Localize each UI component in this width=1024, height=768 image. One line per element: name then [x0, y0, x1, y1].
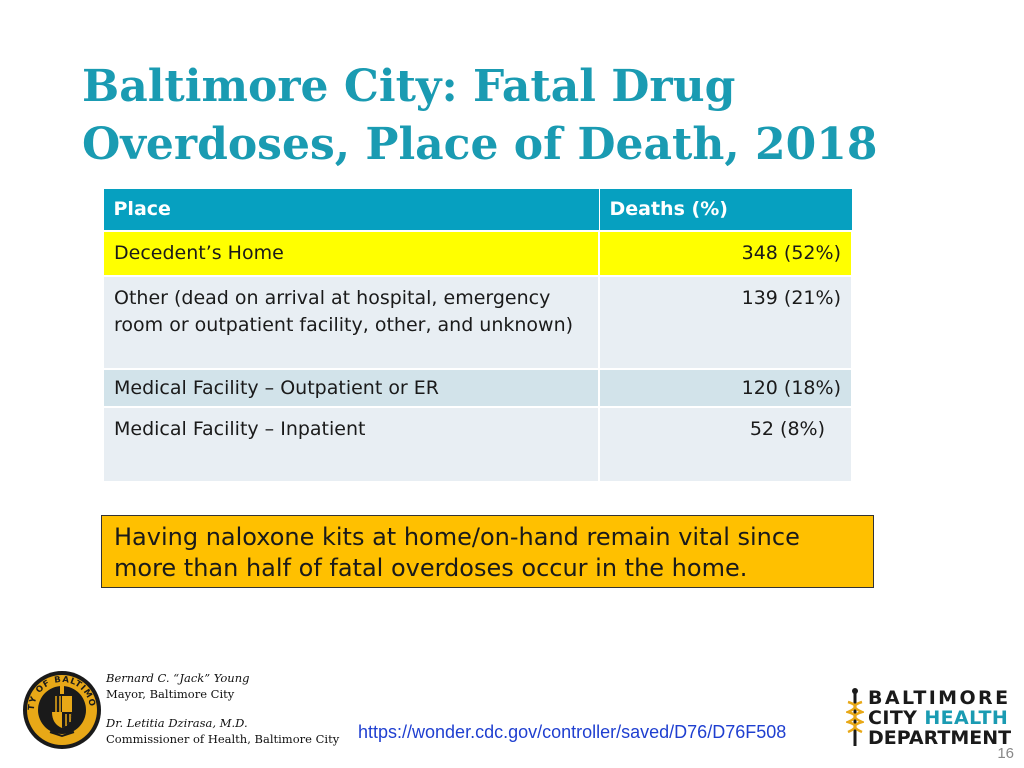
slide-title: Baltimore City: Fatal Drug Overdoses, Pl…: [82, 61, 878, 170]
header-place: Place: [102, 188, 600, 231]
commissioner-name: Dr. Letitia Dzirasa, M.D.: [106, 716, 248, 730]
page-number: 16: [997, 745, 1014, 762]
city-seal-icon: CITY OF BALTIMORE: [22, 670, 101, 749]
place-cell: Decedent’s Home: [102, 229, 600, 277]
naloxone-callout: Having naloxone kits at home/on-hand rem…: [101, 515, 874, 588]
deaths-cell: 120 (18%): [598, 367, 853, 408]
table-row: Decedent’s Home 348 (52%): [102, 229, 853, 277]
header-deaths: Deaths (%): [598, 188, 853, 231]
deaths-cell: 52 (8%): [598, 405, 853, 483]
source-link[interactable]: https://wonder.cdc.gov/controller/saved/…: [358, 722, 787, 742]
table-row: Medical Facility – Inpatient 52 (8%): [102, 405, 853, 483]
table-row: Medical Facility – Outpatient or ER 120 …: [102, 367, 853, 408]
table-header-row: Place Deaths (%): [102, 188, 853, 231]
logo-line-department: DEPARTMENT: [868, 727, 1012, 749]
place-cell: Other (dead on arrival at hospital, emer…: [102, 274, 600, 370]
commissioner-title: Commissioner of Health, Baltimore City: [106, 732, 340, 746]
place-cell: Medical Facility – Inpatient: [102, 405, 600, 483]
mayor-title: Mayor, Baltimore City: [106, 687, 235, 701]
place-of-death-table: Place Deaths (%) Decedent’s Home 348 (52…: [102, 188, 853, 483]
logo-line-city-health: CITY HEALTH: [868, 708, 1008, 728]
deaths-cell: 139 (21%): [598, 274, 853, 370]
footer-credits: Bernard C. “Jack” Young Mayor, Baltimore…: [106, 670, 356, 747]
health-department-logo: BALTIMORE CITY HEALTH DEPARTMENT: [846, 688, 1011, 748]
logo-word-health: HEALTH: [924, 707, 1009, 729]
mayor-name: Bernard C. “Jack” Young: [106, 671, 250, 685]
caduceus-icon: [846, 688, 864, 746]
logo-line-baltimore: BALTIMORE: [868, 687, 1011, 709]
deaths-cell: 348 (52%): [598, 229, 853, 277]
logo-word-city: CITY: [868, 707, 918, 729]
place-cell: Medical Facility – Outpatient or ER: [102, 367, 600, 408]
table-row: Other (dead on arrival at hospital, emer…: [102, 274, 853, 370]
